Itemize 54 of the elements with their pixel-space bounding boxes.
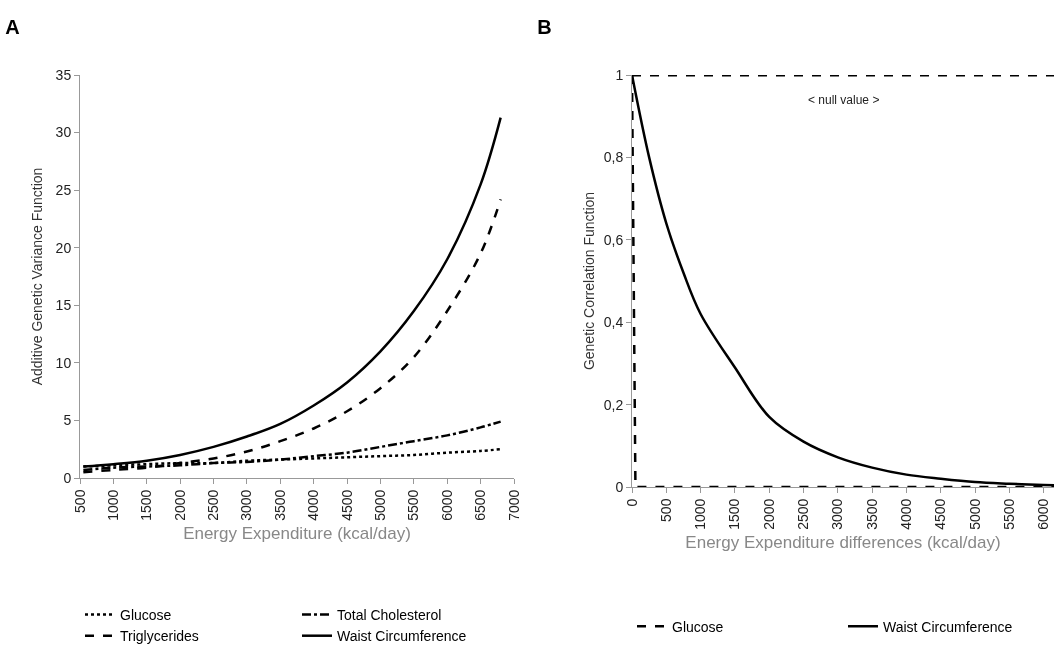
x-tick-label: 1500 [726, 498, 743, 530]
legend-label: Glucose [672, 618, 724, 635]
x-tick-label: 5500 [1000, 498, 1017, 530]
x-tick-label: 4500 [932, 498, 949, 530]
x-tick-label: 3000 [829, 498, 846, 530]
x-tick-label: 0 [623, 498, 640, 507]
x-tick-label: 2500 [205, 489, 222, 521]
y-axis-title: Additive Genetic Variance Function [29, 167, 45, 386]
y-tick-label: 25 [55, 182, 72, 199]
x-tick-label: 2000 [171, 489, 188, 521]
x-tick-label: 6000 [438, 489, 455, 521]
x-tick-label: 4000 [305, 489, 322, 521]
ref-line-label: < null value > [808, 93, 880, 107]
legend-label: Triglycerides [120, 628, 199, 645]
y-tick-label: 5 [63, 412, 72, 429]
x-axis-title: Energy Expenditure (kcal/day) [183, 524, 411, 543]
y-tick-label: 15 [55, 297, 72, 314]
x-tick-label: 3500 [271, 489, 288, 521]
x-tick-label: 5000 [372, 489, 389, 521]
x-tick-label: 6000 [1035, 498, 1052, 530]
legend-label: Total Cholesterol [337, 606, 442, 623]
x-tick-label: 1500 [138, 489, 155, 521]
x-tick-label: 6500 [472, 489, 489, 521]
x-tick-label: 4500 [338, 489, 355, 521]
y-tick-label: 35 [55, 66, 72, 83]
x-tick-label: 4000 [898, 498, 915, 530]
x-tick-label: 3000 [238, 489, 255, 521]
x-tick-label: 5000 [966, 498, 983, 530]
x-tick-label: 500 [657, 498, 674, 522]
x-tick-label: 2000 [760, 498, 777, 530]
x-tick-label: 7000 [505, 489, 522, 521]
x-tick-label: 1000 [104, 489, 121, 521]
x-tick-label: 3500 [863, 498, 880, 530]
x-tick-label: 500 [71, 489, 88, 513]
legend-label: Glucose [120, 606, 172, 623]
legend-label: Waist Circumference [883, 618, 1013, 635]
legend-label: Waist Circumference [337, 628, 467, 645]
y-tick-label: 0,4 [603, 314, 624, 331]
chart-title: A [5, 15, 20, 38]
y-tick-label: 0,2 [603, 396, 624, 413]
y-tick-label: 0,6 [603, 231, 624, 248]
x-tick-label: 1000 [692, 498, 709, 530]
chart-title: B [537, 15, 552, 38]
y-tick-label: 1 [615, 66, 624, 83]
y-tick-label: 20 [55, 239, 72, 256]
y-tick-label: 0 [63, 469, 72, 486]
x-tick-label: 5500 [405, 489, 422, 521]
y-tick-label: 0 [615, 478, 624, 495]
y-tick-label: 0,8 [603, 149, 624, 166]
y-tick-label: 30 [55, 124, 72, 141]
y-tick-label: 10 [55, 354, 72, 371]
x-axis-title: Energy Expenditure differences (kcal/day) [685, 533, 1001, 552]
x-tick-label: 2500 [795, 498, 812, 530]
y-axis-title: Genetic Correlation Function [581, 191, 597, 371]
